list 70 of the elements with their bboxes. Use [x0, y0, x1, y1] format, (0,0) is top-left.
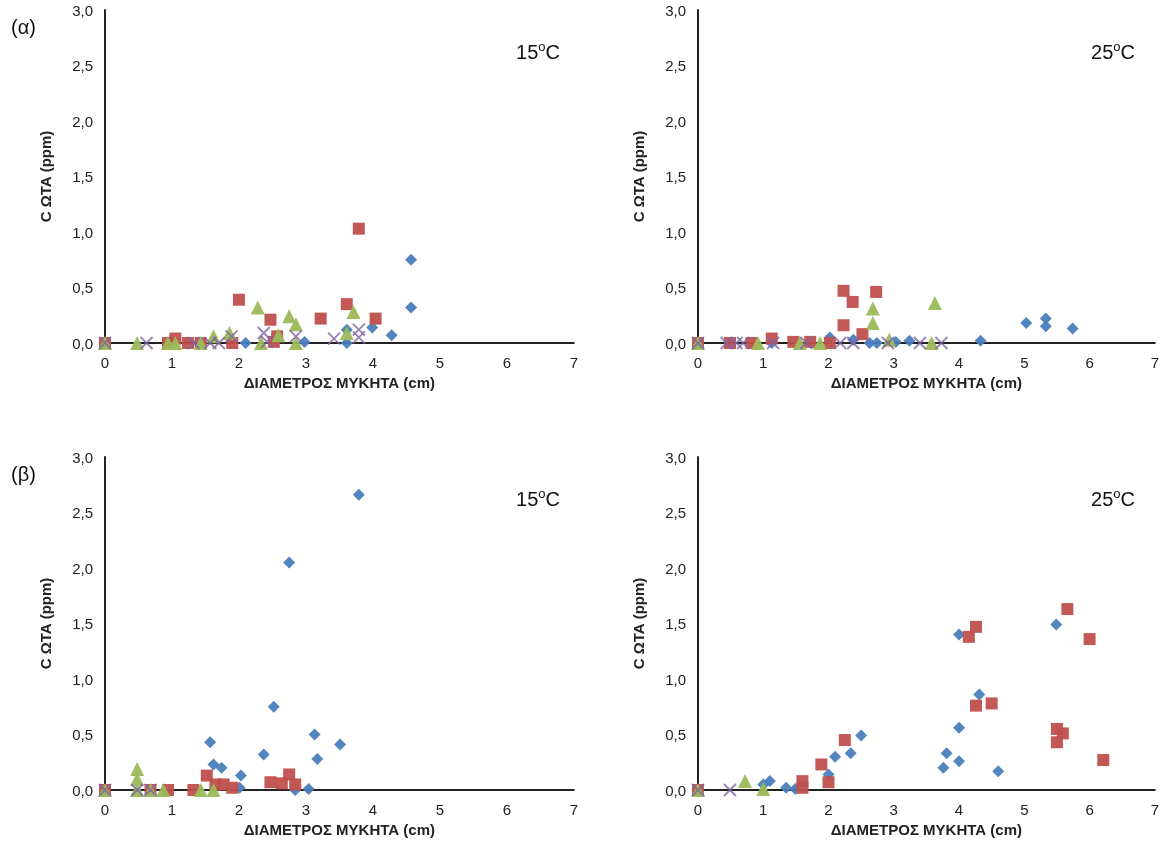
- y-tick-label: 1,5: [665, 615, 686, 632]
- y-tick-label: 3,0: [72, 1, 93, 19]
- y-tick-label: 3,0: [665, 448, 686, 466]
- y-tick-label: 3,0: [72, 448, 93, 466]
- chart-title: (α): [11, 16, 36, 38]
- x-tick-label: 7: [1150, 801, 1159, 818]
- y-axis-title: C ΩΤΑ (ppm): [37, 130, 54, 223]
- y-axis-title: C ΩΤΑ (ppm): [630, 130, 647, 223]
- x-tick-label: 4: [954, 801, 964, 818]
- x-tick-label: 6: [1085, 801, 1094, 818]
- x-tick-label: 5: [1020, 801, 1029, 818]
- y-tick-label: 1,0: [72, 223, 93, 241]
- x-tick-label: 5: [435, 801, 445, 818]
- x-tick-label: 2: [234, 354, 244, 371]
- x-tick-label: 7: [569, 354, 578, 371]
- y-tick-label: 3,0: [665, 1, 686, 19]
- x-tick-label: 5: [1020, 354, 1029, 371]
- y-tick-label: 2,0: [72, 112, 93, 130]
- y-tick-label: 2,0: [665, 112, 686, 130]
- x-tick-label: 4: [368, 354, 378, 371]
- x-axis-title: ΔΙΑΜΕΤΡΟΣ ΜΥΚΗΤΑ (cm): [243, 373, 435, 391]
- x-tick-label: 1: [167, 354, 177, 371]
- x-tick-label: 1: [759, 801, 768, 818]
- x-tick-label: 3: [301, 354, 311, 371]
- y-tick-label: 2,0: [72, 559, 93, 577]
- y-tick-label: 2,5: [72, 504, 93, 521]
- y-axis-title: C ΩΤΑ (ppm): [37, 577, 54, 670]
- x-tick-label: 2: [824, 801, 833, 818]
- y-tick-label: 2,0: [665, 559, 686, 577]
- y-tick-label: 2,5: [72, 57, 93, 74]
- x-axis-title: ΔΙΑΜΕΤΡΟΣ ΜΥΚΗΤΑ (cm): [243, 820, 435, 838]
- x-tick-label: 2: [824, 354, 833, 371]
- y-tick-label: 0,0: [665, 781, 686, 799]
- x-tick-label: 3: [889, 354, 898, 371]
- y-tick-label: 0,0: [72, 334, 93, 352]
- x-tick-label: 2: [234, 801, 244, 818]
- y-tick-label: 2,5: [665, 57, 686, 74]
- y-tick-label: 0,5: [72, 279, 93, 296]
- x-tick-label: 3: [301, 801, 311, 818]
- x-tick-label: 0: [693, 354, 703, 371]
- y-tick-label: 0,5: [72, 726, 93, 743]
- y-tick-label: 0,0: [72, 781, 93, 799]
- y-tick-label: 1,0: [72, 670, 93, 688]
- x-tick-label: 7: [569, 801, 578, 818]
- x-tick-label: 6: [502, 354, 512, 371]
- chart-title: (β): [11, 463, 36, 485]
- y-axis-title: C ΩΤΑ (ppm): [630, 577, 647, 670]
- x-axis-title: ΔΙΑΜΕΤΡΟΣ ΜΥΚΗΤΑ (cm): [830, 820, 1022, 838]
- y-tick-label: 1,5: [72, 168, 93, 185]
- x-tick-label: 6: [502, 801, 512, 818]
- y-tick-label: 2,5: [665, 504, 686, 521]
- x-tick-label: 5: [435, 354, 445, 371]
- y-tick-label: 0,5: [665, 726, 686, 743]
- x-tick-label: 3: [889, 801, 898, 818]
- x-tick-label: 4: [368, 801, 378, 818]
- x-tick-label: 1: [759, 354, 768, 371]
- x-tick-label: 4: [954, 354, 964, 371]
- y-tick-label: 1,0: [665, 223, 686, 241]
- y-tick-label: 0,5: [665, 279, 686, 296]
- x-tick-label: 1: [167, 801, 177, 818]
- y-tick-label: 1,0: [665, 670, 686, 688]
- y-tick-label: 0,0: [665, 334, 686, 352]
- x-tick-label: 7: [1150, 354, 1159, 371]
- y-tick-label: 1,5: [72, 615, 93, 632]
- x-tick-label: 0: [100, 801, 110, 818]
- x-tick-label: 0: [693, 801, 703, 818]
- x-tick-label: 6: [1085, 354, 1094, 371]
- x-axis-title: ΔΙΑΜΕΤΡΟΣ ΜΥΚΗΤΑ (cm): [830, 373, 1022, 391]
- x-tick-label: 0: [100, 354, 110, 371]
- y-tick-label: 1,5: [665, 168, 686, 185]
